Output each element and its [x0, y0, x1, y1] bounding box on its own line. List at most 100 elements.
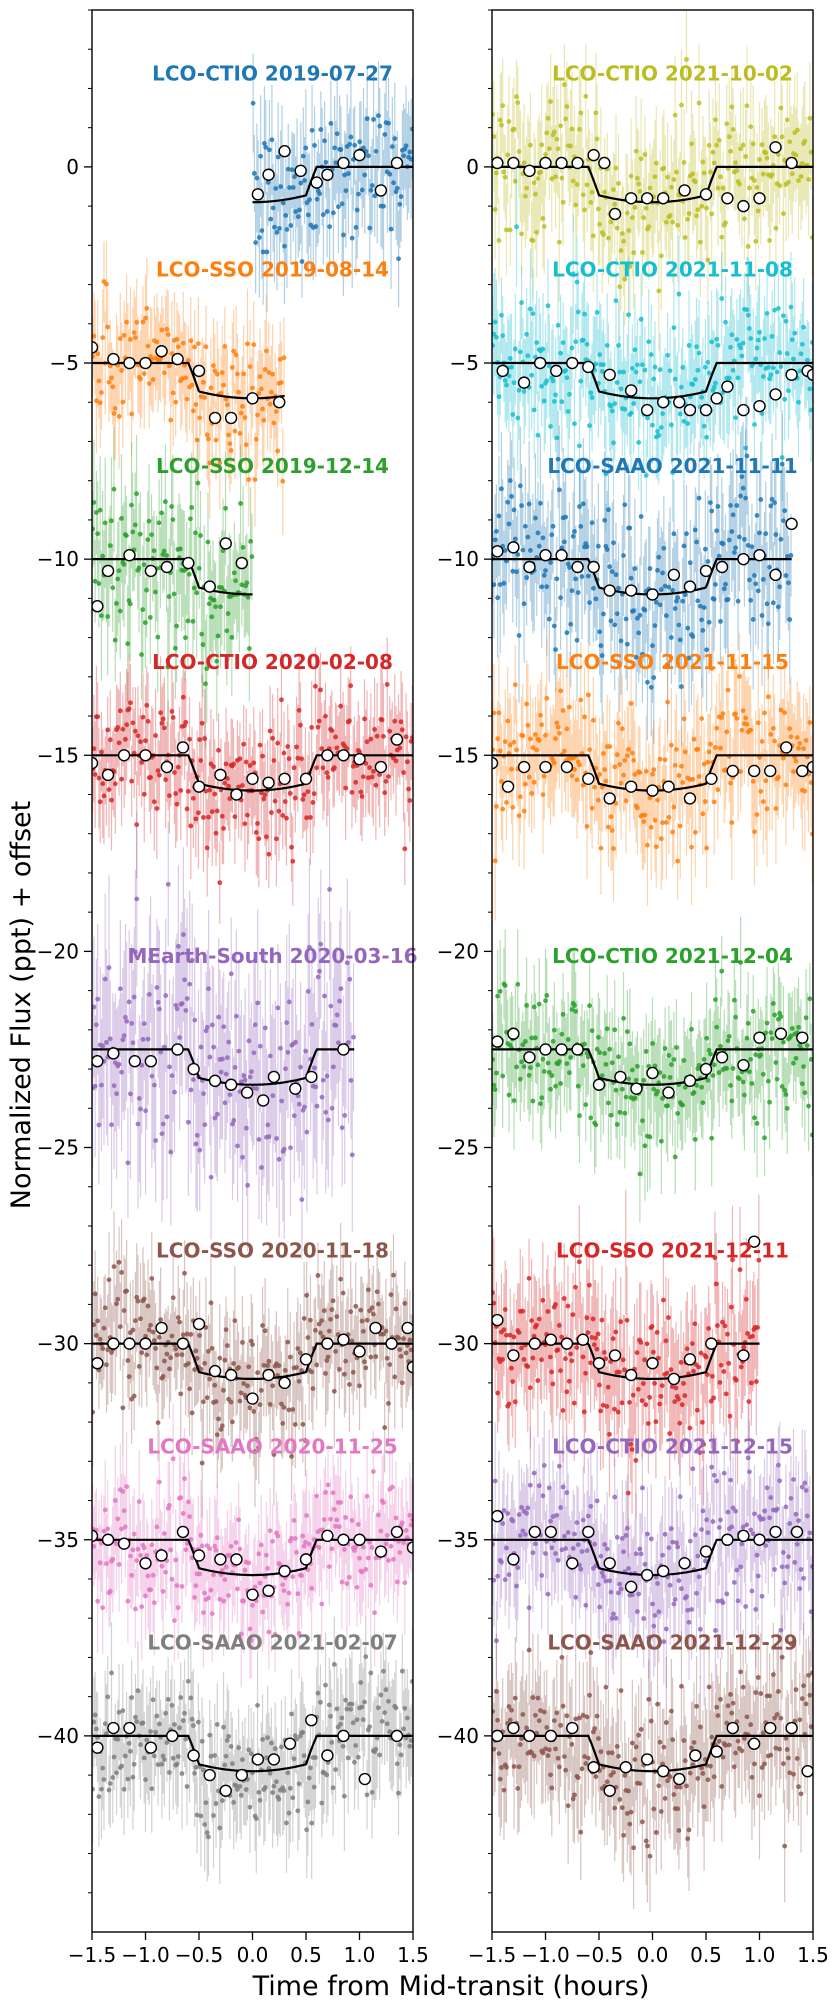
binned-point [252, 1754, 263, 1765]
data-point [102, 1777, 107, 1782]
data-point [719, 296, 724, 301]
data-point [180, 1771, 185, 1776]
data-point [255, 1000, 260, 1005]
data-point [350, 1152, 355, 1157]
data-point [382, 1425, 387, 1430]
data-point [724, 121, 729, 126]
data-point [110, 585, 115, 590]
data-point [259, 1388, 264, 1393]
data-point [226, 1593, 231, 1598]
data-point [260, 754, 265, 759]
data-point [171, 391, 176, 396]
data-point [268, 729, 273, 734]
data-point [517, 633, 522, 638]
data-point [400, 1669, 405, 1674]
y-tick-label: −35 [37, 1528, 79, 1552]
data-point [327, 1564, 332, 1569]
data-point [112, 487, 117, 492]
data-point [748, 598, 753, 603]
data-point [646, 339, 651, 344]
data-point [352, 143, 357, 148]
data-point [716, 504, 721, 509]
data-point [161, 1589, 166, 1594]
data-point [232, 1318, 237, 1323]
binned-point [722, 193, 733, 204]
data-point [636, 440, 641, 445]
data-point [118, 986, 123, 991]
binned-point [263, 1585, 274, 1596]
binned-point [188, 1750, 199, 1761]
data-point [241, 742, 246, 747]
data-point [210, 1611, 215, 1616]
data-point [627, 526, 632, 531]
data-point [103, 1305, 108, 1310]
data-point [191, 408, 196, 413]
data-point [131, 1328, 136, 1333]
binned-point [754, 193, 765, 204]
x-tick-label: −1.5 [68, 1943, 117, 1967]
data-point [207, 1055, 212, 1060]
data-point [172, 1618, 177, 1623]
data-point [656, 289, 661, 294]
binned-point [674, 397, 685, 408]
data-point [509, 494, 514, 499]
data-point [144, 588, 149, 593]
data-point [285, 1340, 290, 1345]
data-point [287, 1000, 292, 1005]
binned-point [684, 405, 695, 416]
binned-point [279, 1377, 290, 1388]
data-point [183, 1737, 188, 1742]
data-point [304, 1513, 309, 1518]
data-point [515, 100, 520, 105]
data-point [202, 1122, 207, 1127]
binned-point [391, 734, 402, 745]
data-point [561, 200, 566, 205]
binned-point [402, 1322, 413, 1333]
data-point [736, 599, 741, 604]
data-point [341, 1291, 346, 1296]
binned-point [156, 346, 167, 357]
data-point [95, 1318, 100, 1323]
data-point [590, 520, 595, 525]
data-point [172, 1722, 177, 1727]
data-point [346, 1756, 351, 1761]
data-point [323, 1683, 328, 1688]
data-point [323, 714, 328, 719]
binned-point [391, 1526, 402, 1537]
data-point [370, 1545, 375, 1550]
data-point [317, 191, 322, 196]
data-point [723, 220, 728, 225]
data-point [112, 1264, 117, 1269]
data-point [266, 852, 271, 857]
binned-point [263, 777, 274, 788]
binned-point [258, 1095, 269, 1106]
data-point [507, 119, 512, 124]
data-point [752, 422, 757, 427]
data-point [168, 418, 173, 423]
data-point [668, 368, 673, 373]
data-point [394, 1516, 399, 1521]
data-point [559, 399, 564, 404]
binned-point [103, 1534, 114, 1545]
data-point [570, 346, 575, 351]
data-point [347, 1575, 352, 1580]
data-point [341, 233, 346, 238]
data-point [234, 1014, 239, 1019]
data-point [570, 127, 575, 132]
data-point [252, 171, 257, 176]
binned-point [492, 157, 503, 168]
y-tick-label: −25 [37, 1136, 79, 1160]
data-point [109, 518, 114, 523]
data-point [332, 1662, 337, 1667]
data-point [781, 313, 786, 318]
data-point [109, 1122, 114, 1127]
data-point [141, 715, 146, 720]
data-point [163, 993, 168, 998]
data-point [583, 94, 588, 99]
data-point [137, 1499, 142, 1504]
data-point [256, 836, 261, 841]
data-point [254, 1816, 259, 1821]
data-point [528, 143, 533, 148]
data-point [556, 323, 561, 328]
